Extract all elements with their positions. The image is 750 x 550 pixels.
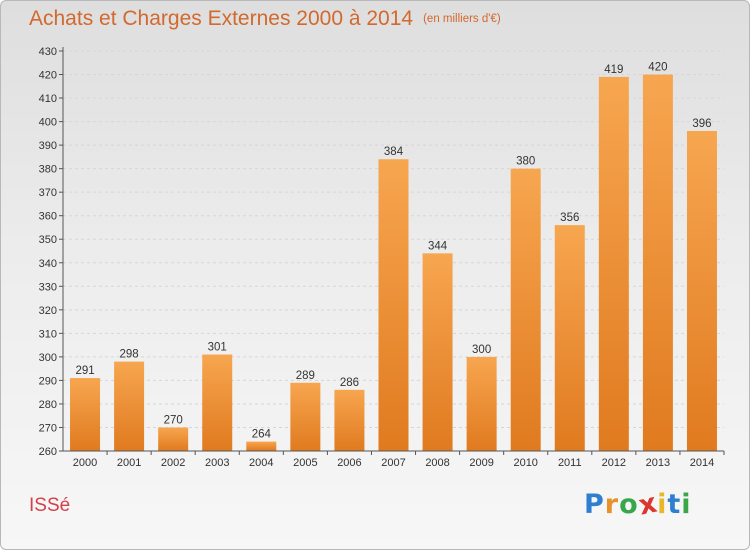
x-axis: 2000 2001 2002 2003 2004 2005 2006 2007 2008 2009… (63, 450, 725, 469)
y-tick-label: 320 (39, 305, 57, 317)
x-tick-label-2003: 2003 (205, 457, 229, 469)
bar-2010 (510, 168, 541, 451)
x-tick-label-2008: 2008 (425, 457, 449, 469)
data-label-2006: 286 (340, 377, 359, 389)
bar-2009 (466, 356, 497, 451)
logo-letter: i (657, 489, 668, 520)
x-tick-label-2005: 2005 (293, 457, 317, 469)
chart-unit: (en milliers d'€) (423, 13, 501, 25)
bar-2008 (422, 253, 453, 451)
y-tick-label: 350 (39, 234, 57, 246)
x-tick-label-2011: 2011 (558, 457, 582, 469)
x-tick-label-2004: 2004 (249, 457, 273, 469)
bar-2011 (554, 225, 585, 451)
x-tick-label-2006: 2006 (337, 457, 361, 469)
y-tick-label: 400 (39, 117, 57, 129)
y-tick-label: 300 (39, 352, 57, 364)
y-tick-label: 340 (39, 258, 57, 270)
bar-2001 (114, 361, 145, 451)
data-label-2014: 396 (692, 118, 711, 130)
bar-2002 (158, 427, 189, 451)
bars: 291 298 270 301 264 289 286 384 344 300 380 356 419 4… (70, 62, 717, 451)
y-tick-label: 380 (39, 164, 57, 176)
x-tick-label-2012: 2012 (602, 457, 626, 469)
x-tick-label-2009: 2009 (469, 457, 493, 469)
y-tick-label: 420 (39, 70, 57, 82)
data-label-2013: 420 (648, 62, 667, 74)
proxiti-logo: Proxiti (584, 487, 692, 521)
data-label-2000: 291 (75, 365, 94, 377)
y-tick-label: 260 (39, 446, 57, 458)
bar-2003 (202, 354, 233, 451)
logo-letter: r (604, 489, 620, 520)
city-name: ISSé (29, 495, 71, 516)
data-label-2005: 289 (296, 370, 315, 382)
data-label-2012: 419 (604, 64, 623, 76)
data-label-2008: 344 (428, 240, 448, 252)
y-tick-label: 290 (39, 375, 57, 387)
y-tick-label: 360 (39, 211, 57, 223)
y-tick-label: 270 (39, 422, 57, 434)
data-label-2001: 298 (120, 349, 139, 361)
data-label-2009: 300 (472, 344, 491, 356)
logo-letter: P (584, 489, 605, 520)
y-axis: 260 270 280 290 300 310 320 330 340 350 360 370 380 3… (39, 46, 64, 458)
bar-2006 (334, 389, 365, 451)
x-tick-label-2002: 2002 (161, 457, 185, 469)
data-label-2010: 380 (516, 156, 535, 168)
bar-2013 (642, 74, 673, 451)
logo-letter: i (681, 489, 692, 520)
bar-2007 (378, 159, 409, 451)
data-label-2002: 270 (164, 414, 183, 426)
bar-2000 (70, 378, 101, 451)
y-tick-label: 390 (39, 140, 57, 152)
y-tick-label: 280 (39, 399, 57, 411)
x-tick-label-2014: 2014 (690, 457, 714, 469)
chart-title-text: Achats et Charges Externes 2000 à 2014 (29, 7, 414, 30)
y-tick-label: 310 (39, 328, 57, 340)
x-tick-label-2010: 2010 (513, 457, 537, 469)
data-label-2003: 301 (208, 342, 227, 354)
data-label-2011: 356 (560, 212, 579, 224)
x-tick-label-2000: 2000 (73, 457, 97, 469)
logo-letter: t (667, 489, 682, 520)
y-tick-label: 430 (39, 46, 57, 58)
bar-2012 (598, 76, 629, 451)
chart-title: Achats et Charges Externes 2000 à 2014 (e… (29, 7, 501, 31)
x-tick-label-2001: 2001 (117, 457, 141, 469)
bar-2005 (290, 382, 321, 451)
y-tick-label: 370 (39, 187, 57, 199)
bar-2014 (686, 131, 717, 451)
data-label-2007: 384 (384, 146, 404, 158)
x-tick-label-2007: 2007 (381, 457, 405, 469)
x-tick-label-2013: 2013 (646, 457, 670, 469)
logo-letter: o (619, 489, 639, 520)
bar-2004 (246, 441, 277, 451)
data-label-2004: 264 (252, 429, 272, 441)
y-tick-label: 330 (39, 281, 57, 293)
y-tick-label: 410 (39, 93, 57, 105)
